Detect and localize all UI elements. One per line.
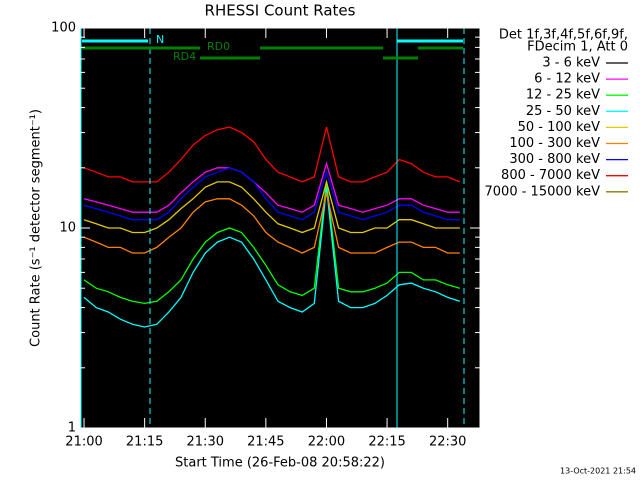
plot-background [80,28,480,428]
legend-label: 300 - 800 keV [509,152,600,167]
x-tick-label: 22:00 [308,435,345,450]
y-tick-label: 1 [68,421,76,436]
x-tick-label: 21:45 [247,435,284,450]
y-tick-label: 10 [59,221,76,236]
legend-label: 12 - 25 keV [526,88,600,103]
y-tick-label: 100 [51,21,76,36]
annotation: N [156,33,164,46]
plot-area [80,28,480,428]
legend-label: 800 - 7000 keV [501,168,600,183]
chart-title: RHESSI Count Rates [205,2,356,20]
x-tick-label: 22:15 [368,435,405,450]
legend-label: 50 - 100 keV [518,120,601,135]
x-tick-label: 22:30 [429,435,466,450]
overlays: N RD0 RD4 [79,27,481,429]
x-axis-label: Start Time (26-Feb-08 20:58:22) [175,456,385,471]
x-tick-label: 21:00 [65,435,102,450]
x-tick-label: 21:15 [126,435,163,450]
annotation: RD4 [173,50,196,63]
legend-title: Det 1f,3f,4f,5f,6f,9f, [499,28,628,43]
legend-label: 3 - 6 keV [542,56,600,71]
x-tick-label: 21:30 [187,435,224,450]
legend-title: FDecim 1, Att 0 [527,40,628,55]
legend-label: 7000 - 15000 keV [485,184,601,199]
annotation: RD0 [207,40,230,53]
legend-label: 25 - 50 keV [526,104,600,119]
footer: 13-Oct-2021 21:54 [560,467,636,476]
legend-label: 6 - 12 keV [534,72,600,87]
y-axis-label: Count Rate (s⁻¹ detector segment⁻¹) [29,109,44,347]
legend-label: 100 - 300 keV [509,136,600,151]
